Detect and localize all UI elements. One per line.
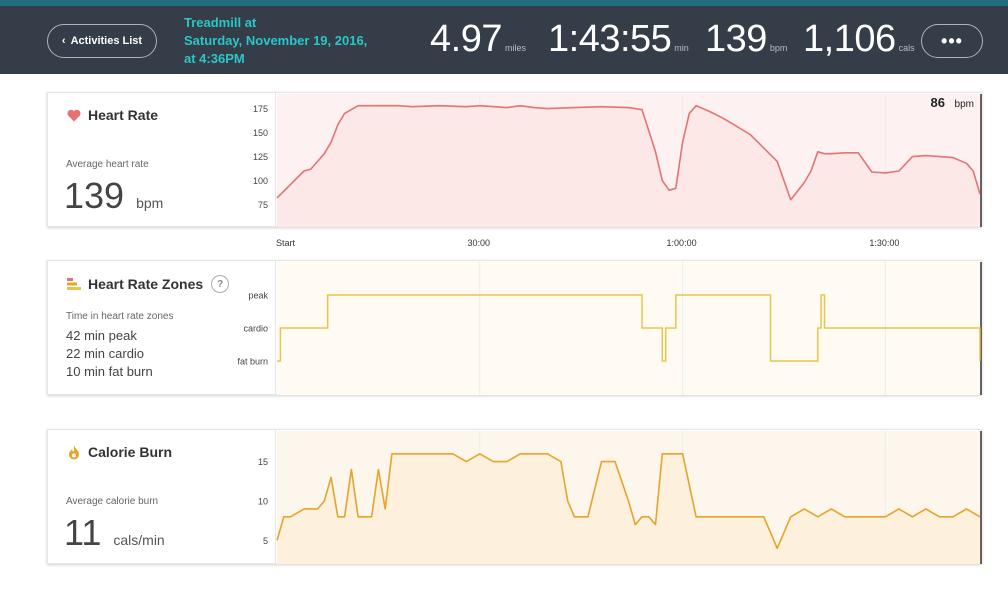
help-icon[interactable]: ? xyxy=(211,275,230,293)
time-axis-label: 30:00 xyxy=(468,238,491,248)
calorie-burn-card: Calorie Burn Average calorie burn 11 cal… xyxy=(47,429,982,564)
chevron-left-icon: ‹ xyxy=(61,35,66,47)
stat-distance: 4.97 miles xyxy=(430,18,526,61)
stat-duration-value: 1:43:55 xyxy=(548,18,672,60)
stat-distance-unit: miles xyxy=(504,43,526,53)
stat-heart-rate-value: 139 xyxy=(705,18,767,60)
heart-rate-summary: Heart Rate Average heart rate 139 bpm xyxy=(48,93,276,226)
zone-peak-minutes: 42 min peak xyxy=(66,328,137,343)
zone-line xyxy=(277,294,981,362)
zones-bars-icon xyxy=(66,276,82,292)
heart-rate-zones-card: Heart Rate Zones ? Time in heart rate zo… xyxy=(47,260,982,395)
avg-heart-rate-number: 139 xyxy=(64,175,125,216)
avg-calorie-value: 11 cals/min xyxy=(64,512,165,554)
heart-icon xyxy=(66,107,82,123)
zones-breakdown: 42 min peak 22 min cardio 10 min fat bur… xyxy=(66,327,153,381)
more-options-icon: ••• xyxy=(941,30,963,51)
calorie-title: Calorie Burn xyxy=(66,444,172,460)
title-line-3: at 4:36PM xyxy=(184,51,245,66)
flame-icon xyxy=(66,444,82,460)
activities-list-button[interactable]: ‹ Activities List xyxy=(47,24,157,58)
top-accent-stripe xyxy=(0,0,1008,6)
stat-calories-value: 1,106 xyxy=(803,18,896,60)
zones-title: Heart Rate Zones ? xyxy=(66,275,230,293)
calorie-summary: Calorie Burn Average calorie burn 11 cal… xyxy=(48,430,276,563)
calorie-tick-label: 5 xyxy=(263,536,268,546)
heart-rate-chart[interactable]: 175 150 125 100 75 86 bpm xyxy=(48,93,983,228)
zones-sub-label: Time in heart rate zones xyxy=(66,311,174,322)
calorie-tick-label: 10 xyxy=(258,497,268,507)
heart-rate-line xyxy=(276,104,981,201)
stat-duration-unit: min xyxy=(674,43,689,53)
zone-tick-label: fat burn xyxy=(237,357,268,367)
heart-rate-card: Heart Rate Average heart rate 139 bpm 17… xyxy=(47,92,982,227)
zone-cardio-minutes: 22 min cardio xyxy=(66,346,145,361)
heart-rate-title-text: Heart Rate xyxy=(88,107,159,123)
title-line-2: Saturday, November 19, 2016, xyxy=(184,33,368,48)
zone-fatburn-minutes: 10 min fat burn xyxy=(66,364,153,379)
title-line-1: Treadmill at xyxy=(184,15,257,30)
heart-rate-area xyxy=(277,105,980,227)
calorie-line xyxy=(276,453,981,550)
heart-rate-tick-label: 125 xyxy=(253,152,268,162)
stat-duration: 1:43:55 min xyxy=(548,18,689,61)
heart-rate-title: Heart Rate xyxy=(66,107,158,123)
stat-distance-value: 4.97 xyxy=(430,18,502,60)
stat-calories: 1,106 cals xyxy=(803,18,915,61)
avg-heart-rate-value: 139 bpm xyxy=(64,175,163,217)
back-button-label: Activities List xyxy=(70,35,143,47)
heart-rate-tick-label: 150 xyxy=(253,128,268,138)
heart-rate-tick-label: 100 xyxy=(253,176,268,186)
calorie-title-text: Calorie Burn xyxy=(88,444,173,460)
calorie-tick-label: 15 xyxy=(258,457,268,467)
current-heart-rate-value: 86 xyxy=(931,95,945,110)
calorie-burn-chart[interactable]: 15 10 5 xyxy=(48,430,983,565)
heart-rate-tick-label: 175 xyxy=(253,104,268,114)
activity-header: ‹ Activities List Treadmill at Saturday,… xyxy=(0,6,1008,74)
zones-summary: Heart Rate Zones ? Time in heart rate zo… xyxy=(48,261,276,394)
heart-rate-zones-chart[interactable]: peak cardio fat burn xyxy=(48,261,983,396)
current-heart-rate-unit: bpm xyxy=(955,99,974,110)
time-axis: Start 30:00 1:00:00 1:30:00 xyxy=(276,238,899,248)
zone-tick-label: peak xyxy=(248,291,268,301)
zone-tick-label: cardio xyxy=(243,324,268,334)
avg-calorie-label: Average calorie burn xyxy=(66,496,159,507)
time-axis-label: 1:00:00 xyxy=(667,238,697,248)
avg-heart-rate-unit: bpm xyxy=(136,195,164,211)
time-axis-label: Start xyxy=(276,238,296,248)
activity-title: Treadmill at Saturday, November 19, 2016… xyxy=(184,14,394,68)
stat-calories-unit: cals xyxy=(898,43,915,53)
time-axis-label: 1:30:00 xyxy=(869,238,899,248)
avg-heart-rate-label: Average heart rate xyxy=(66,159,149,170)
stat-heart-rate: 139 bpm xyxy=(705,18,787,61)
calorie-area xyxy=(277,453,980,564)
avg-calorie-number: 11 xyxy=(64,512,102,553)
heart-rate-tick-label: 75 xyxy=(258,200,268,210)
more-options-button[interactable]: ••• xyxy=(921,24,983,58)
stat-heart-rate-unit: bpm xyxy=(769,43,788,53)
zones-title-text: Heart Rate Zones xyxy=(88,276,204,292)
avg-calorie-unit: cals/min xyxy=(113,532,165,548)
